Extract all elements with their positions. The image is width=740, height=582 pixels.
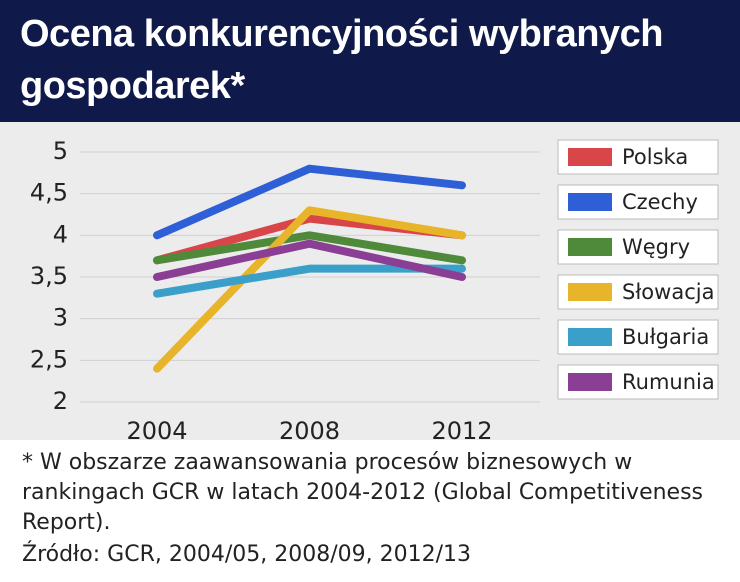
series-line bbox=[153, 239, 466, 281]
legend-label: Rumunia bbox=[622, 370, 715, 394]
legend-swatch bbox=[568, 283, 612, 301]
legend-swatch bbox=[568, 328, 612, 346]
y-tick-label: 2,5 bbox=[30, 345, 68, 373]
legend-swatch bbox=[568, 238, 612, 256]
legend-swatch bbox=[568, 373, 612, 391]
legend-swatch bbox=[568, 148, 612, 166]
series-line bbox=[153, 231, 466, 265]
legend-label: Polska bbox=[622, 145, 688, 169]
y-tick-label: 2 bbox=[53, 387, 68, 415]
y-tick-label: 3,5 bbox=[30, 262, 68, 290]
legend-label: Bułgaria bbox=[622, 325, 709, 349]
legend-swatch bbox=[568, 193, 612, 211]
x-tick-label: 2004 bbox=[126, 417, 187, 440]
x-tick-label: 2008 bbox=[279, 417, 340, 440]
y-tick-label: 4 bbox=[53, 220, 68, 248]
chart: 2 2,5 3 3,5 4 4,5 5 2004 2008 2012 Polska Czechy Węg… bbox=[0, 122, 740, 440]
legend-label: Czechy bbox=[622, 190, 698, 214]
legend-label: Węgry bbox=[622, 235, 690, 259]
legend-label: Słowacja bbox=[622, 280, 714, 304]
footnote: * W obszarze zaawansowania procesów bizn… bbox=[22, 450, 704, 535]
chart-title: Ocena konkurencyjności wybranych gospoda… bbox=[20, 13, 663, 107]
series-line bbox=[153, 206, 466, 373]
source: Źródło: GCR, 2004/05, 2008/09, 2012/13 bbox=[22, 542, 472, 567]
y-tick-label: 4,5 bbox=[30, 179, 68, 207]
x-tick-label: 2012 bbox=[431, 417, 492, 440]
series-line bbox=[153, 164, 466, 240]
y-tick-label: 3 bbox=[53, 304, 68, 332]
header: Ocena konkurencyjności wybranych gospoda… bbox=[0, 0, 740, 122]
y-tick-label: 5 bbox=[53, 137, 68, 165]
